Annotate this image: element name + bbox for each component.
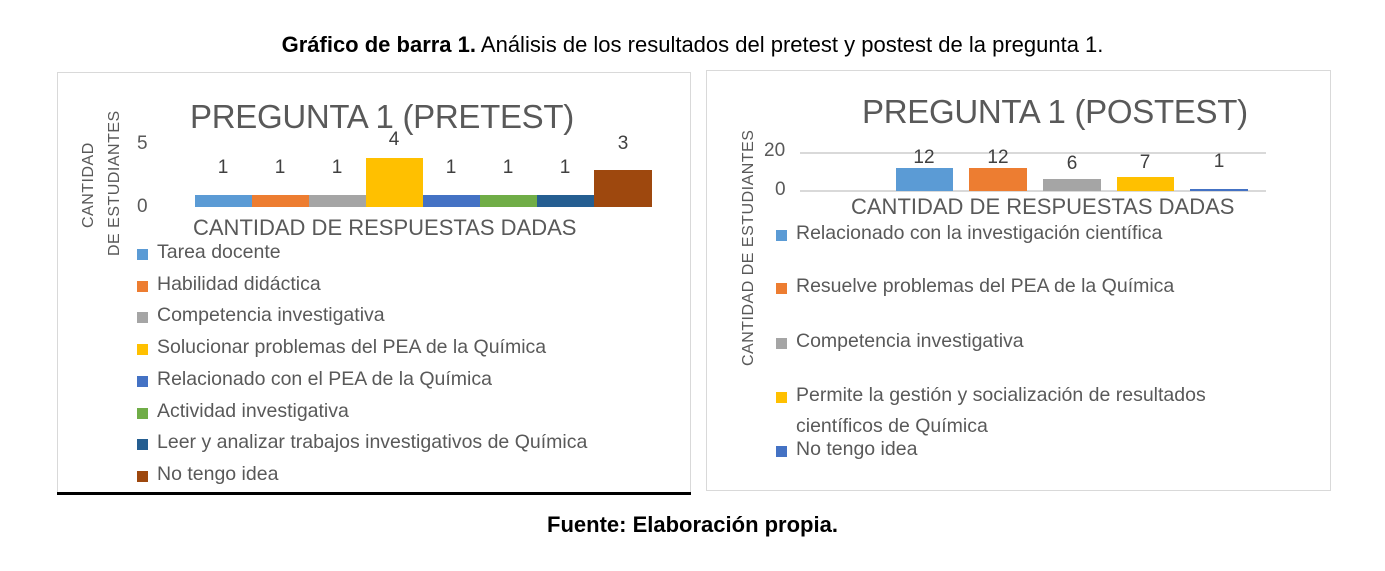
pretest-legend-item: No tengo idea [137,463,278,490]
pretest-bar-competencia-investigativa [309,195,366,207]
legend-swatch-icon [137,312,148,323]
postest-value-label: 12 [913,147,935,168]
figure-source: Fuente: Elaboración propia. [547,512,838,537]
pretest-xlabel: CANTIDAD DE RESPUESTAS DADAS [193,215,577,240]
pretest-value-label: 1 [217,157,229,178]
pretest-value-label: 1 [445,157,457,178]
pretest-bar-no-tengo-idea [594,170,652,207]
postest-legend-item: Permite la gestión y socialización de re… [776,384,1206,442]
legend-swatch-icon [137,249,148,260]
legend-swatch-icon [776,392,787,403]
postest-xlabel: CANTIDAD DE RESPUESTAS DADAS [851,194,1235,219]
postest-chart [706,70,1331,491]
pretest-bar-habilidad-didactica [252,195,309,207]
postest-legend-item: Relacionado con la investigación científ… [776,222,1162,249]
postest-title: PREGUNTA 1 (POSTEST) [862,93,1248,130]
postest-bar-resuelve-problemas [969,168,1027,191]
postest-value-label: 12 [987,147,1009,168]
pretest-value-label: 1 [274,157,286,178]
pretest-ytick-0: 0 [137,196,148,217]
pretest-legend-item: Actividad investigativa [137,400,349,427]
pretest-legend-item: Solucionar problemas del PEA de la Quími… [137,336,546,363]
postest-value-label: 6 [1066,153,1078,174]
pretest-legend-item: Habilidad didáctica [137,273,321,300]
pretest-legend-item: Competencia investigativa [137,304,385,331]
pretest-value-label: 1 [502,157,514,178]
legend-swatch-icon [776,283,787,294]
postest-ytick-20: 20 [764,140,786,161]
pretest-bar-actividad-investigativa [480,195,537,207]
figure-title-bold: Gráfico de barra 1. [281,32,477,57]
pretest-legend-item: Relacionado con el PEA de la Química [137,368,492,395]
postest-gridline-20 [800,152,1266,154]
legend-swatch-icon [137,344,148,355]
pretest-chart [57,72,691,493]
legend-swatch-icon [137,471,148,482]
pretest-bar-tarea-docente [195,195,252,207]
legend-swatch-icon [776,446,787,457]
postest-bar-permite-gestion [1117,177,1174,191]
postest-ylabel: CANTIDAD DE ESTUDIANTES [740,129,757,366]
legend-swatch-icon [137,408,148,419]
pretest-bottom-rule [57,492,691,495]
legend-swatch-icon [776,338,787,349]
postest-gridline-0 [800,190,1266,192]
legend-swatch-icon [776,230,787,241]
postest-legend-item: No tengo idea [776,438,917,465]
legend-swatch-icon [137,439,148,450]
pretest-bar-solucionar-problemas [366,158,423,207]
pretest-title: PREGUNTA 1 (PRETEST) [190,98,574,135]
postest-ytick-0: 0 [775,179,786,200]
pretest-value-label: 1 [331,157,343,178]
postest-bar-competencia-investigativa [1043,179,1101,191]
pretest-legend-item: Tarea docente [137,241,281,268]
postest-value-label: 7 [1139,152,1151,173]
pretest-ylabel-line2: DE ESTUDIANTES [106,110,123,256]
postest-value-label: 1 [1213,151,1225,172]
postest-bar-no-tengo-idea [1190,189,1248,191]
postest-bar-relacionado-investigacion [896,168,953,191]
postest-legend-item: Competencia investigativa [776,330,1024,357]
pretest-legend-item: Leer y analizar trabajos investigativos … [137,431,587,458]
legend-swatch-icon [137,376,148,387]
pretest-value-label: 3 [617,133,629,154]
pretest-ytick-5: 5 [137,133,148,154]
pretest-value-label: 4 [388,129,400,150]
postest-legend-item: Resuelve problemas del PEA de la Química [776,275,1174,302]
figure-title-rest: Análisis de los resultados del pretest y… [476,32,1104,57]
legend-swatch-icon [137,281,148,292]
pretest-ylabel-line1: CANTIDAD [80,142,97,228]
figure-title: Gráfico de barra 1. Análisis de los resu… [0,32,1385,58]
pretest-bar-relacionado-pea [423,195,480,207]
pretest-value-label: 1 [559,157,571,178]
pretest-bar-leer-analizar [537,195,594,207]
